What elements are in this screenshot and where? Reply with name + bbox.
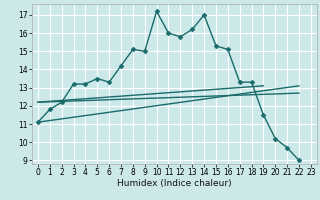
X-axis label: Humidex (Indice chaleur): Humidex (Indice chaleur) [117, 179, 232, 188]
